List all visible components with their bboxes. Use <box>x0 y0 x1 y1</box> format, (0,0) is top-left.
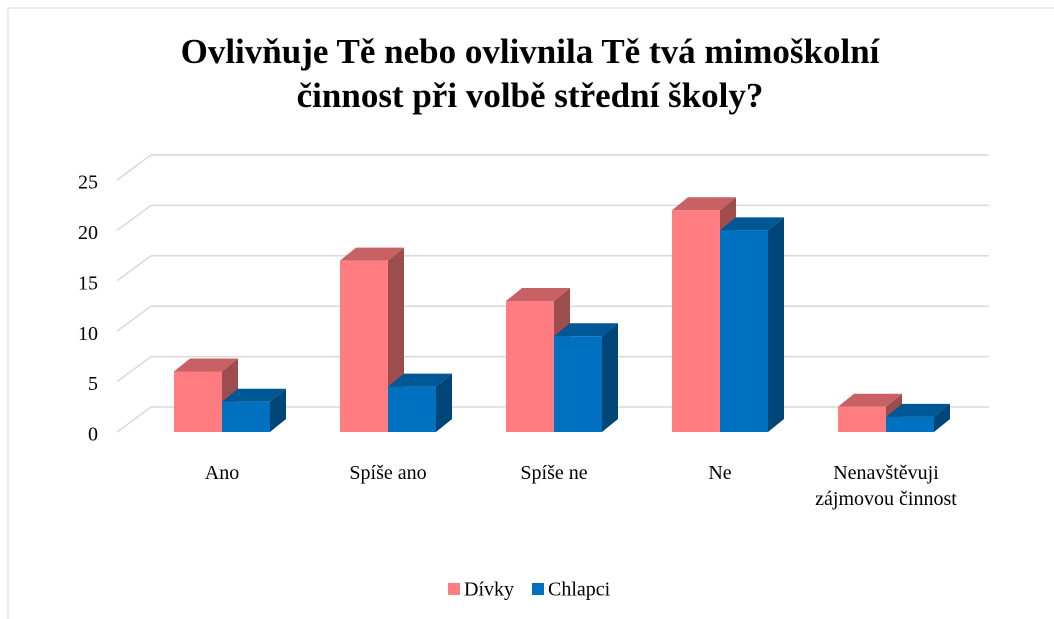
bar-top <box>222 388 286 402</box>
x-tick-label: Spíše ano <box>349 462 427 484</box>
legend-label: Chlapci <box>548 579 611 601</box>
grid-line <box>116 255 989 282</box>
bar <box>886 403 950 432</box>
y-tick-label: 20 <box>78 222 98 244</box>
bar-top <box>388 373 452 387</box>
chart-title: Ovlivňuje Tě nebo ovlivnila Tě tvá mimoš… <box>180 32 880 115</box>
bar <box>222 388 286 432</box>
bar-side <box>768 217 784 432</box>
bar-top <box>340 247 404 261</box>
x-tick-label: Ano <box>204 462 240 484</box>
bar-front <box>506 300 554 432</box>
legend-label: Dívky <box>464 579 514 601</box>
x-tick-label: Spíše ne <box>520 462 588 484</box>
x-tick-label: Nenavštěvuji zájmovou činnost <box>815 462 957 510</box>
bar-top <box>720 217 784 231</box>
x-tick-label: Ne <box>708 462 732 484</box>
bar-front <box>388 386 436 432</box>
bar-top <box>174 358 238 372</box>
grid-line <box>116 204 989 232</box>
bar-top <box>554 323 618 337</box>
bar-side <box>934 403 950 432</box>
bar-side <box>602 323 618 432</box>
y-tick-label: 25 <box>78 172 98 194</box>
bar <box>388 373 452 432</box>
bar-front <box>222 401 270 432</box>
bar-top <box>672 197 736 211</box>
bar <box>554 323 618 432</box>
bar-front <box>340 260 388 432</box>
bar-top <box>886 403 950 417</box>
bar-top <box>506 287 570 301</box>
bar <box>720 217 784 432</box>
bar-front <box>174 371 222 432</box>
bar-top <box>838 393 902 407</box>
bar-side <box>436 373 452 432</box>
chart-border <box>7 7 1054 619</box>
y-tick-label: 10 <box>78 323 98 345</box>
bar-front <box>886 416 934 432</box>
y-tick-label: 0 <box>88 424 98 446</box>
y-tick-label: 15 <box>78 272 98 294</box>
bar-front <box>672 210 720 432</box>
bar-front <box>838 406 886 432</box>
y-tick-label: 5 <box>88 373 98 395</box>
bar-front <box>554 336 602 432</box>
bar-side <box>270 388 286 432</box>
legend-swatch <box>532 583 544 595</box>
legend-swatch <box>448 583 460 595</box>
grid-line <box>116 154 989 181</box>
bar-front <box>720 230 768 432</box>
